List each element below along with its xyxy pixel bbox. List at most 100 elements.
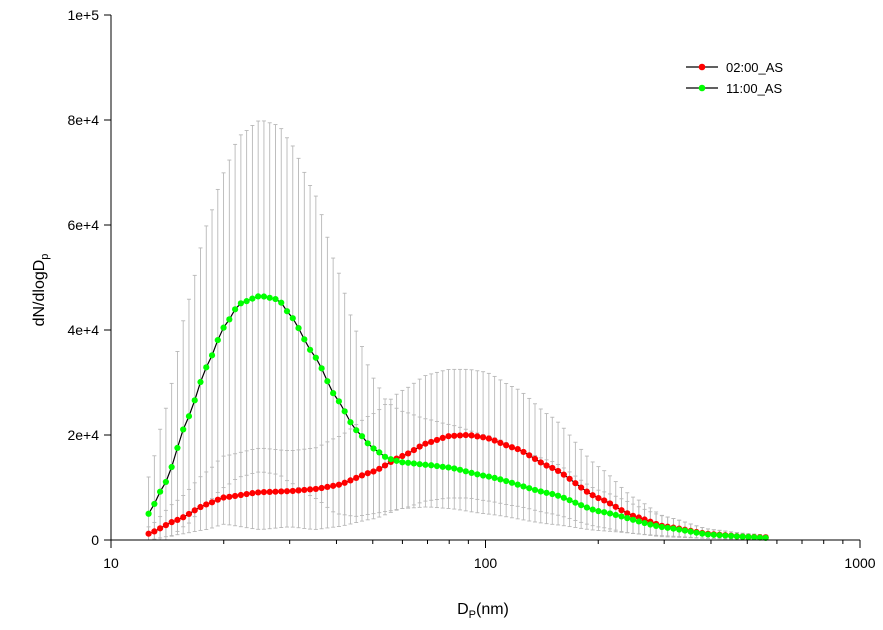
- series-2-point: [566, 497, 573, 504]
- series-2-point: [762, 534, 769, 542]
- series-1-point: [318, 484, 325, 492]
- series-2-point: [462, 468, 469, 475]
- series-2-point: [549, 490, 556, 498]
- series-1-point: [624, 510, 631, 517]
- series-2-point: [451, 465, 458, 472]
- series-1-point: [560, 471, 567, 478]
- series-2-point: [376, 449, 383, 456]
- series-2-point: [653, 522, 660, 529]
- series-1-point: [289, 487, 296, 495]
- series-2-point: [676, 526, 683, 533]
- series-2-point: [255, 293, 262, 300]
- legend-marker-1: [698, 63, 706, 71]
- series-1-point: [479, 434, 487, 441]
- x-axis-title-main: D: [457, 601, 469, 618]
- series-1-point: [439, 434, 446, 441]
- series-2-point: [503, 477, 510, 485]
- series-1-point: [249, 490, 256, 497]
- series-2-point: [543, 489, 550, 496]
- series-2-point: [439, 463, 446, 470]
- series-1-point: [231, 492, 239, 500]
- series-1-point: [572, 480, 579, 487]
- series-1-point: [491, 437, 498, 444]
- series-2-point: [693, 529, 700, 536]
- series-2-point: [157, 488, 164, 495]
- y-axis-title-subscript: p: [39, 254, 51, 260]
- series-2-point: [243, 298, 250, 305]
- series-2-point: [266, 294, 273, 301]
- series-1-point: [422, 440, 429, 447]
- x-axis-title-subscript: P: [469, 609, 476, 621]
- legend-label-2: 11:00_AS: [726, 81, 782, 96]
- series-2-point: [474, 471, 481, 478]
- series-1-point: [462, 432, 469, 439]
- series-2-point: [681, 527, 689, 534]
- x-tick-label: 10: [103, 555, 119, 571]
- series-2-point: [572, 499, 579, 506]
- series-2-point: [745, 533, 752, 540]
- series-2-point: [739, 533, 746, 540]
- series-1-point: [416, 443, 423, 450]
- series-2-point: [330, 390, 337, 397]
- series-2-point: [197, 378, 204, 386]
- series-1-point: [312, 485, 319, 493]
- series-2-point: [272, 295, 279, 303]
- series-1-point: [220, 494, 227, 501]
- axes-layer: 0 2e+4 4e+4 6e+4 8e+4 1e+5 10 100 1000: [67, 7, 875, 571]
- series-1-point: [180, 514, 187, 521]
- series-2-point: [699, 530, 706, 537]
- series-1-point: [266, 488, 273, 496]
- series-2-point: [658, 523, 665, 531]
- series-2-point: [508, 479, 516, 486]
- series-1-point: [341, 479, 348, 486]
- series-2-point: [301, 336, 308, 343]
- series-2-point: [618, 513, 625, 520]
- y-tick-label: 2e+4: [67, 427, 99, 443]
- series-1-point: [203, 501, 210, 508]
- series-2-point: [727, 532, 735, 540]
- series-1-point: [214, 496, 221, 503]
- series-2-point: [278, 299, 285, 306]
- series-2-point: [289, 315, 296, 322]
- series-2-point: [306, 346, 314, 353]
- series-2-point: [560, 494, 567, 501]
- series-2-point: [162, 478, 169, 486]
- series-1-point: [157, 525, 164, 532]
- series-2-point: [641, 519, 648, 527]
- series-1-point: [606, 500, 614, 507]
- y-tick-label: 4e+4: [67, 322, 99, 338]
- series-1-point: [526, 452, 533, 459]
- series-2-point: [624, 515, 631, 522]
- series-2-point: [485, 473, 492, 480]
- series-2-point: [203, 364, 210, 371]
- y-tick-label: 0: [91, 532, 99, 548]
- series-2-point: [583, 504, 591, 511]
- series-1-point: [595, 494, 602, 502]
- y-axis-title: dN/dlogDp: [31, 254, 51, 327]
- series-2-point: [601, 509, 608, 516]
- series-2-point: [647, 521, 654, 528]
- series-1-point: [445, 433, 452, 440]
- series-2-point: [295, 325, 302, 332]
- series-2-point: [629, 516, 637, 523]
- series-2-point: [151, 500, 158, 508]
- series-1-point: [566, 475, 573, 482]
- series-2-point: [410, 460, 417, 467]
- y-tick-label: 1e+5: [67, 7, 99, 23]
- series-2-point: [191, 397, 198, 404]
- series-2-point: [214, 336, 221, 344]
- series-2-point: [428, 462, 435, 469]
- series-2-point: [612, 511, 619, 519]
- series-2-point: [370, 445, 377, 452]
- series-1-point: [428, 438, 435, 446]
- series-2-point: [716, 532, 723, 539]
- series-1-point: [601, 497, 608, 504]
- series-2-point: [341, 408, 348, 415]
- series-1-point: [503, 442, 510, 449]
- series-2-point: [387, 456, 394, 463]
- series-2-point: [595, 508, 602, 515]
- series-1-point: [208, 499, 216, 506]
- series-2-point: [347, 419, 354, 426]
- series-2-point: [751, 534, 758, 541]
- series-2-point: [733, 533, 740, 540]
